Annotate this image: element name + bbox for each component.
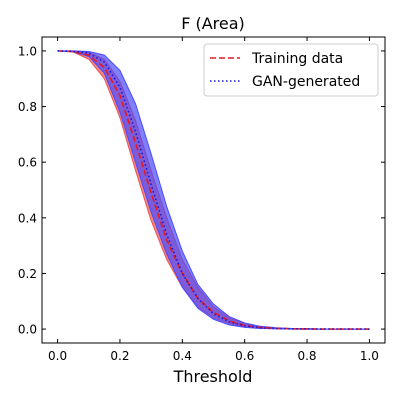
legend-label: GAN-generated bbox=[252, 74, 360, 90]
x-tick-label: 0.2 bbox=[110, 349, 129, 363]
y-tick-label: 0.6 bbox=[18, 156, 37, 170]
x-tick-label: 0.6 bbox=[235, 349, 254, 363]
legend-box bbox=[203, 43, 379, 97]
series-lines bbox=[57, 50, 370, 330]
x-tick-label: 0.8 bbox=[297, 349, 316, 363]
y-tick-label: 0.0 bbox=[18, 323, 37, 337]
chart-title: F (Area) bbox=[181, 14, 245, 33]
x-tick-label: 0.0 bbox=[48, 349, 67, 363]
y-tick-label: 0.8 bbox=[18, 100, 37, 114]
legend: Training data GAN-generated bbox=[203, 43, 379, 97]
y-tick-label: 0.4 bbox=[18, 211, 37, 225]
y-tick-label: 0.2 bbox=[18, 267, 37, 281]
x-axis-label: Threshold bbox=[173, 367, 253, 386]
plot-frame bbox=[41, 36, 386, 344]
y-tick-label: 1.0 bbox=[18, 44, 37, 58]
x-tick-label: 1.0 bbox=[360, 349, 379, 363]
confidence-bands bbox=[57, 50, 370, 330]
x-tick-label: 0.4 bbox=[173, 349, 192, 363]
legend-label: Training data bbox=[251, 51, 343, 67]
line-gan-generated bbox=[57, 50, 370, 330]
band-gan-generated bbox=[57, 50, 370, 330]
axis-ticks: 0.0 0.2 0.4 0.6 0.8 1.0 0.0 0.2 0.4 0.6 0.8 1.0 bbox=[18, 37, 385, 363]
